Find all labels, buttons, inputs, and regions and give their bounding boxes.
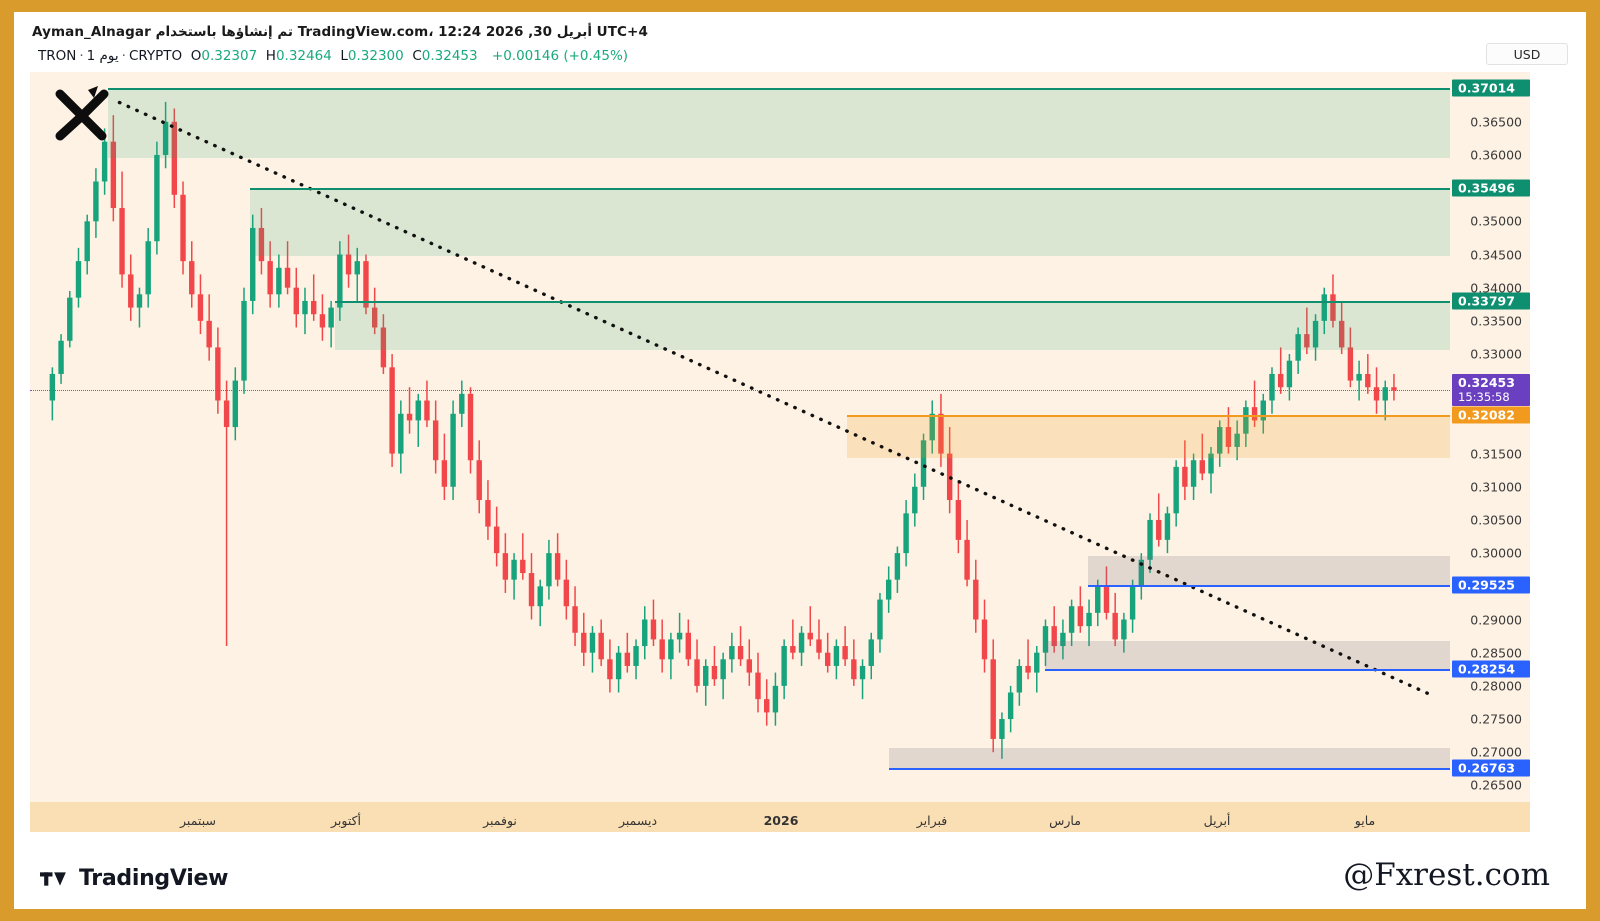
support-zone-orange [846, 414, 1450, 459]
price-chart[interactable]: 0.36500 0.36000 0.35000 0.34500 0.34000 0.335… [30, 72, 1530, 832]
drawings-overlay [117, 100, 1431, 696]
price-tick: 0.34500 [1470, 247, 1522, 262]
last-price-tag[interactable]: 0.32453 15:35:58 [1452, 374, 1530, 407]
tradingview-logo: TradingView [40, 866, 228, 891]
time-tick: مارس [1049, 813, 1081, 828]
price-tag-0.37014[interactable]: 0.37014 [1452, 79, 1530, 97]
support-zone-grey-upper [1087, 555, 1450, 585]
resistance-zone-top [108, 87, 1450, 159]
price-level-0.32082[interactable] [846, 414, 1450, 417]
price-tag-0.35496[interactable]: 0.35496 [1452, 179, 1530, 197]
price-level-0.29525[interactable] [1087, 584, 1450, 587]
price-tick: 0.33000 [1470, 346, 1522, 362]
price-level-0.37014[interactable] [108, 87, 1450, 90]
candlestick-series [49, 101, 1397, 759]
symbol-ticker[interactable]: TRON [38, 48, 77, 64]
time-tick: 2026 [763, 813, 799, 828]
resistance-zone-low [335, 301, 1450, 351]
price-tick: 0.35000 [1470, 213, 1522, 229]
open-value: 0.32307 [201, 48, 258, 64]
price-level-0.26763[interactable] [889, 767, 1450, 770]
price-tick: 0.27500 [1470, 711, 1522, 727]
change-value: +0.00146 (+0.45%) [491, 48, 629, 64]
tradingview-wordmark: TradingView [79, 866, 229, 891]
price-tick: 0.36500 [1470, 114, 1522, 130]
chart-window: Ayman_Alnagar تم إنشاؤها باستخدام ‎Tradi… [14, 12, 1586, 909]
price-tick: 0.30500 [1470, 512, 1522, 528]
price-level-0.33797[interactable] [335, 301, 1450, 304]
time-tick: سبتمبر [180, 813, 216, 828]
symbol-ohlc-bar: TRON · 1 يوم · CRYPTO O0.32307 H0.32464 L0.3… [38, 48, 629, 64]
symbol-market[interactable]: CRYPTO [128, 48, 183, 64]
price-tick: 0.29000 [1470, 612, 1522, 627]
price-tick: 0.30000 [1470, 545, 1522, 561]
countdown-timer: 15:35:58 [1458, 390, 1510, 405]
time-tick: ديسمبر [618, 813, 658, 828]
time-tick: نوفمبر [483, 813, 517, 828]
last-price-value: 0.32453 [1458, 375, 1515, 391]
price-tick: 0.27000 [1470, 744, 1522, 760]
time-tick: أبريل [1203, 813, 1231, 828]
time-tick: أكتوبر [330, 813, 362, 828]
tradingview-mark-icon [40, 871, 66, 886]
symbol-interval[interactable]: 1 يوم [86, 48, 119, 64]
x-logo-watermark [52, 82, 112, 144]
time-tick: فبراير [916, 813, 948, 828]
price-tag-0.32082[interactable]: 0.32082 [1452, 406, 1530, 424]
resistance-zone-mid [250, 188, 1450, 256]
support-zone-grey-lower [889, 748, 1450, 768]
price-tick: 0.28000 [1470, 678, 1522, 694]
currency-selector[interactable]: USD [1486, 43, 1568, 65]
close-value: 0.32453 [421, 48, 478, 64]
price-tag-0.26763[interactable]: 0.26763 [1452, 759, 1530, 777]
open-label: O [190, 48, 202, 64]
support-zone-grey-mid [1045, 640, 1450, 669]
price-tick: 0.31000 [1470, 479, 1522, 495]
low-label: L [340, 48, 348, 64]
brand-watermark: @Fxrest.com [1343, 857, 1550, 893]
price-tag-0.29525[interactable]: 0.29525 [1452, 576, 1530, 594]
price-level-0.28254[interactable] [1045, 669, 1450, 671]
price-level-0.32453[interactable] [30, 390, 1450, 392]
price-tick: 0.36000 [1470, 147, 1522, 163]
low-value: 0.32300 [347, 48, 404, 64]
price-tick: 0.31500 [1470, 446, 1522, 462]
price-axis[interactable]: 0.36500 0.36000 0.35000 0.34500 0.34000 0.335… [1450, 72, 1530, 802]
price-tick: 0.33500 [1470, 313, 1522, 329]
time-tick: مايو [1354, 813, 1376, 828]
high-label: H [265, 48, 276, 64]
price-level-0.35496[interactable] [250, 188, 1450, 191]
chart-plot-area[interactable] [30, 72, 1450, 802]
time-axis[interactable]: سبتمبر أكتوبر نوفمبر ديسمبر 2026 فبراير مارس أب… [30, 802, 1530, 832]
price-tick: 0.34000 [1470, 280, 1522, 296]
price-tick: 0.28500 [1470, 645, 1522, 661]
price-tick: 0.26500 [1470, 777, 1522, 793]
price-tag-0.28254[interactable]: 0.28254 [1452, 660, 1530, 678]
high-value: 0.32464 [275, 48, 332, 64]
price-tag-0.33797[interactable]: 0.33797 [1452, 292, 1530, 310]
attribution-text: Ayman_Alnagar تم إنشاؤها باستخدام ‎Tradi… [32, 24, 648, 40]
close-label: C [412, 48, 422, 64]
